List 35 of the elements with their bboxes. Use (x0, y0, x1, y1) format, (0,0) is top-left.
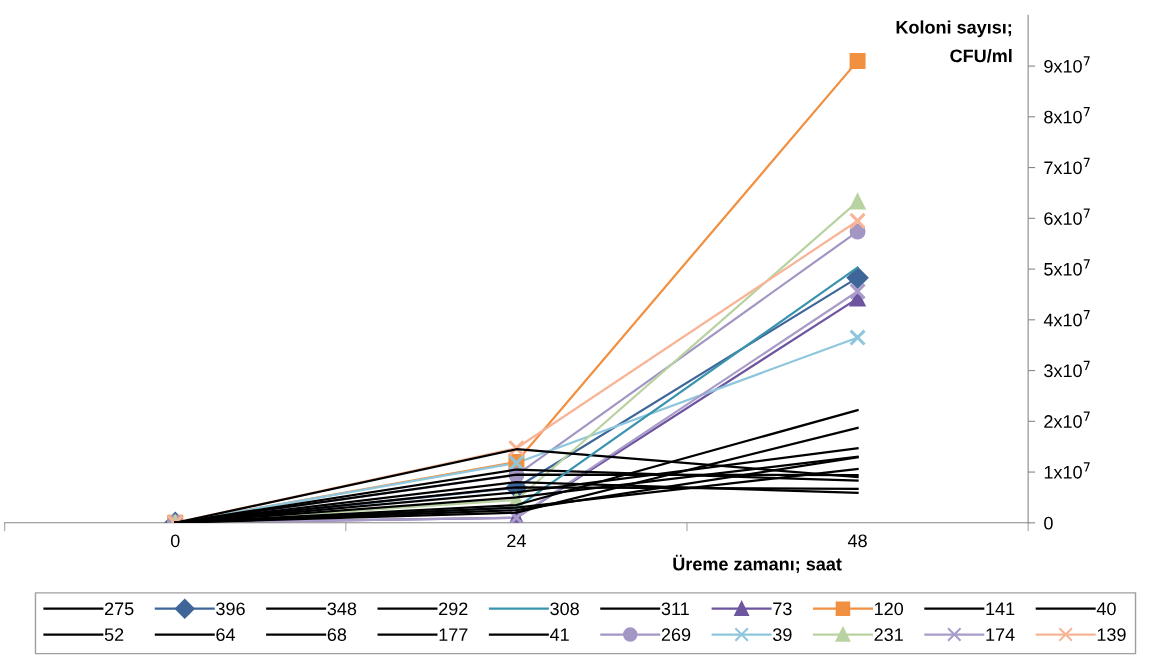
legend-label: 64 (216, 628, 235, 642)
y-tick-label: 2x10$^{7}$ (1044, 411, 1090, 428)
y-tick-label: 8x10$^{7}$ (1044, 107, 1090, 124)
y-tick-label: 9x10$^{7}$ (1044, 56, 1090, 73)
legend-label: 73 (773, 602, 792, 616)
y-tick-label: 4x10$^{7}$ (1043, 310, 1090, 327)
y-tick-label: 5x10$^{7}$ (1044, 259, 1090, 276)
legend-label: 396 (216, 602, 245, 616)
y-tick-label: 7x10$^{7}$ (1044, 157, 1090, 175)
legend-label: 40 (1096, 602, 1116, 616)
y-tick-label: 1x10$^{7}$ (1044, 462, 1090, 479)
x-tick-label: 48 (847, 534, 867, 548)
x-tick-label: 0 (170, 534, 180, 548)
x-tick-label: 24 (507, 534, 526, 548)
legend-label: 269 (661, 628, 691, 642)
legend-label: 177 (439, 628, 468, 641)
legend-label: 120 (875, 602, 904, 616)
legend-label: 141 (986, 602, 1015, 616)
x-axis-title: Üreme zamanı; saat (673, 554, 842, 574)
legend-label: 308 (550, 602, 579, 616)
legend-label: 348 (327, 602, 357, 616)
legend-label: 231 (874, 628, 903, 642)
y-axis-title: Koloni sayısı; CFU/ml (896, 20, 1012, 63)
legend-label: 275 (104, 602, 134, 616)
y-tick-label: 3x10$^{7}$ (1044, 360, 1090, 378)
legend-label: 68 (327, 628, 347, 642)
legend-label: 139 (1097, 628, 1126, 642)
legend-label: 52 (104, 628, 124, 642)
legend-label: 292 (439, 602, 468, 616)
legend-label: 41 (549, 628, 569, 641)
legend-label: 39 (773, 628, 792, 642)
y-tick-label: 6x10$^{7}$ (1044, 208, 1090, 225)
legend-label: 174 (986, 628, 1015, 641)
y-tick-label: 0 (1044, 516, 1053, 530)
legend-label: 311 (661, 602, 689, 616)
